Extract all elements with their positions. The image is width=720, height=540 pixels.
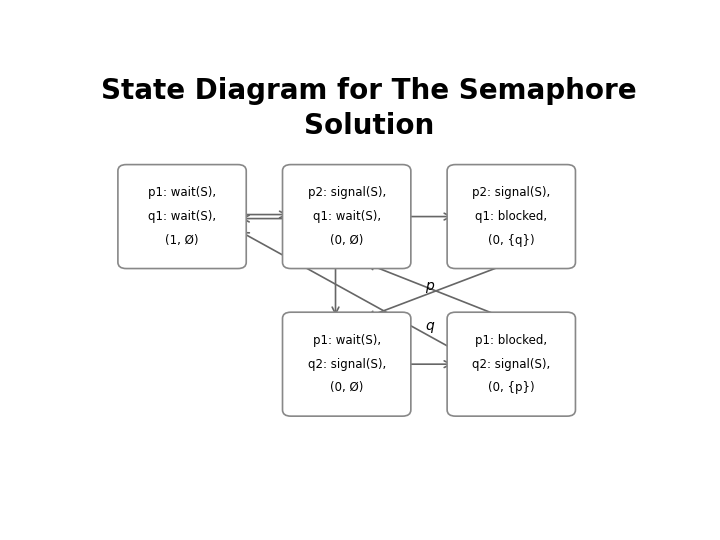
Text: q: q [425, 319, 433, 333]
FancyBboxPatch shape [282, 312, 411, 416]
FancyBboxPatch shape [118, 165, 246, 268]
Text: q1: wait(S),: q1: wait(S), [312, 210, 381, 223]
Text: p: p [425, 279, 433, 293]
Text: (0, {p}): (0, {p}) [488, 381, 535, 394]
Text: State Diagram for The Semaphore
Solution: State Diagram for The Semaphore Solution [102, 77, 636, 140]
Text: p1: blocked,: p1: blocked, [475, 334, 547, 347]
Text: q2: signal(S),: q2: signal(S), [472, 357, 550, 370]
Text: q1: wait(S),: q1: wait(S), [148, 210, 216, 223]
Text: (1, Ø): (1, Ø) [166, 234, 199, 247]
Text: q2: signal(S),: q2: signal(S), [307, 357, 386, 370]
Text: p2: signal(S),: p2: signal(S), [307, 186, 386, 199]
Text: (0, Ø): (0, Ø) [330, 234, 364, 247]
FancyBboxPatch shape [282, 165, 411, 268]
Text: (0, Ø): (0, Ø) [330, 381, 364, 394]
Text: p1: wait(S),: p1: wait(S), [148, 186, 216, 199]
Text: q1: blocked,: q1: blocked, [475, 210, 547, 223]
Text: p2: signal(S),: p2: signal(S), [472, 186, 550, 199]
FancyBboxPatch shape [447, 312, 575, 416]
Text: p1: wait(S),: p1: wait(S), [312, 334, 381, 347]
FancyBboxPatch shape [447, 165, 575, 268]
Text: (0, {q}): (0, {q}) [488, 234, 535, 247]
